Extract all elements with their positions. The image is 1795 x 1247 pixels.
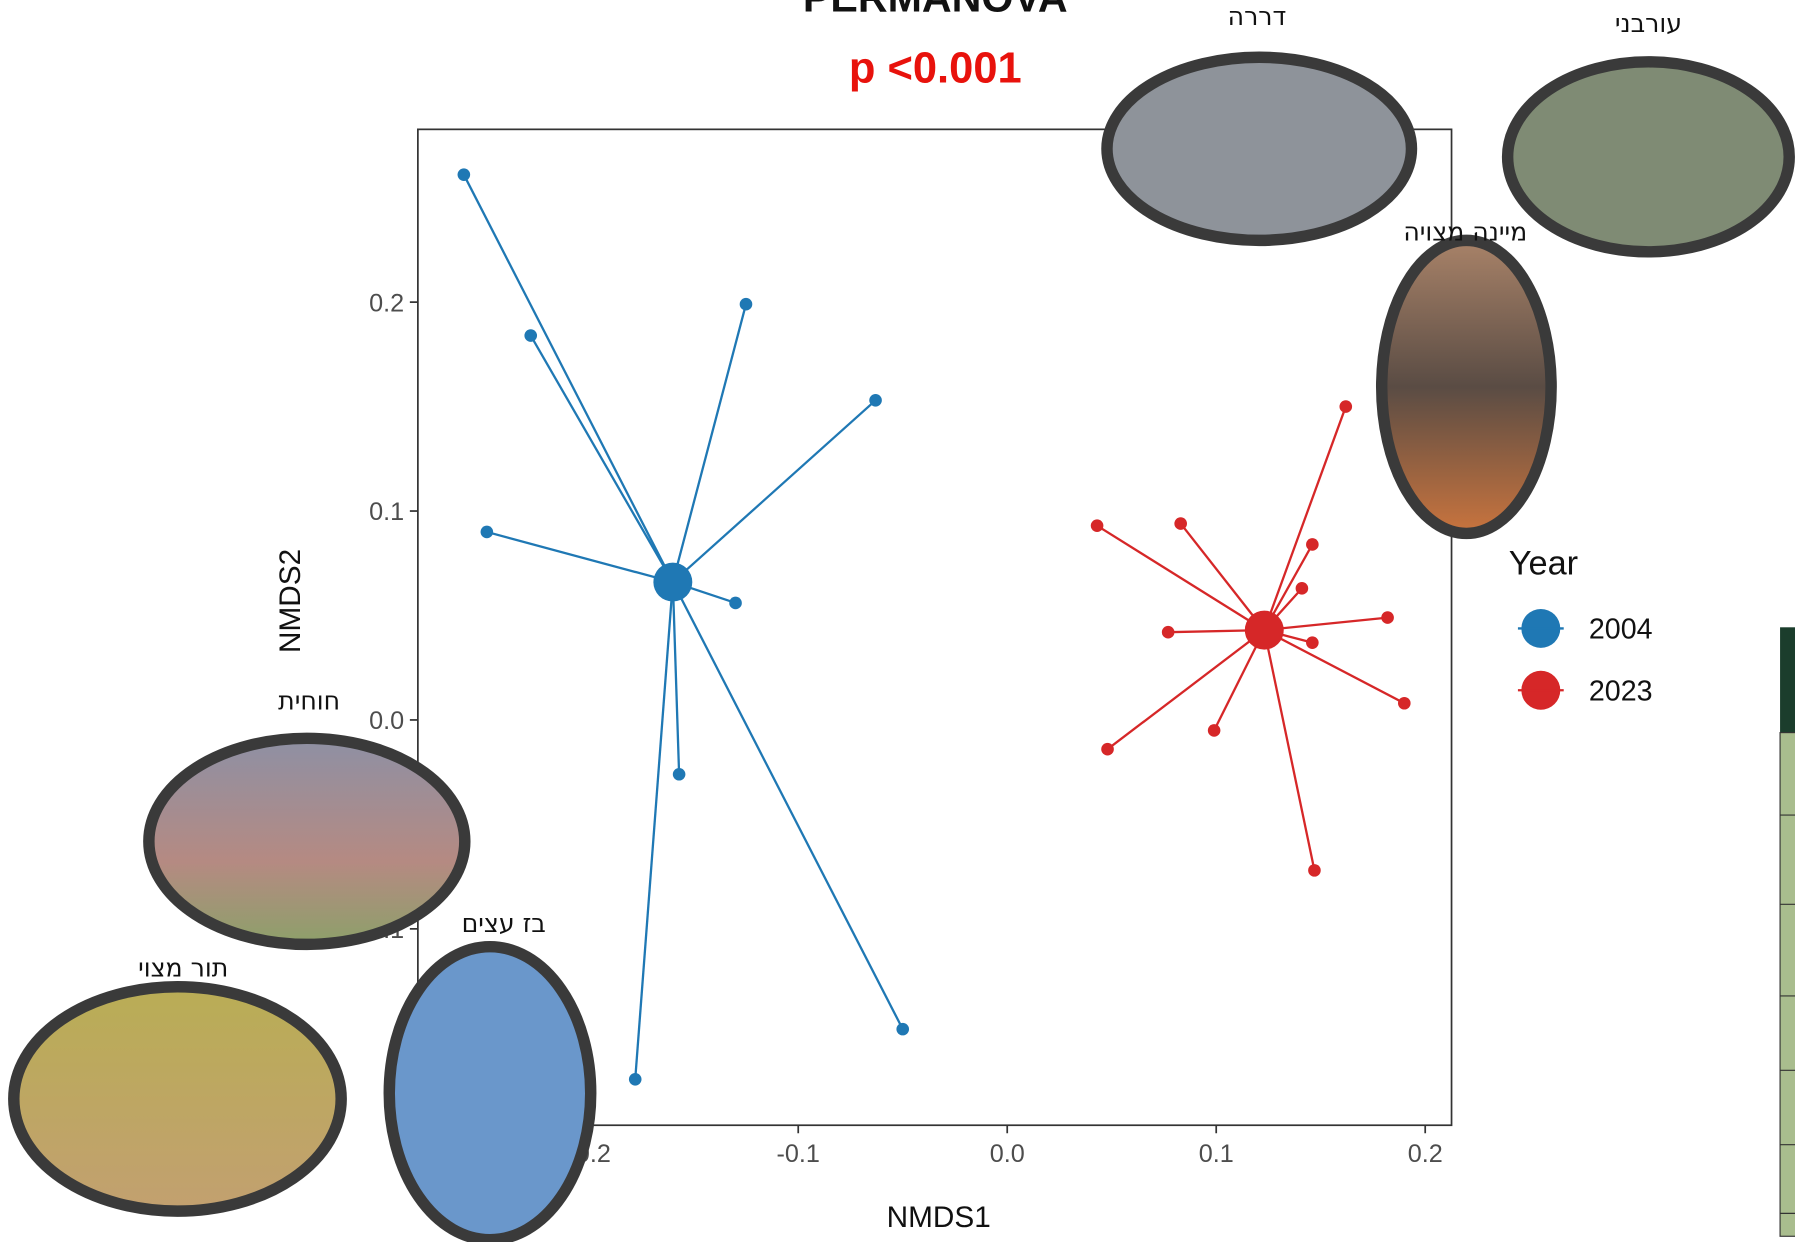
spider-line <box>1263 629 1405 705</box>
photo-jay <box>1501 56 1795 258</box>
photos <box>8 51 1795 1246</box>
spider-line <box>671 582 681 775</box>
point <box>1306 636 1319 649</box>
point <box>1339 400 1353 413</box>
table-body <box>1779 732 1795 1237</box>
bird-label: מיינה מצויה <box>1403 217 1527 246</box>
legend-title: Year <box>1509 545 1578 583</box>
y-tick-label: 0.1 <box>369 498 404 526</box>
spider-line <box>529 334 674 583</box>
y-axis-title: NMDS2 <box>274 549 307 653</box>
y-tick-label: 0.2 <box>369 289 404 317</box>
spider-line <box>1096 524 1265 632</box>
x-axis-title: NMDS1 <box>887 1201 991 1234</box>
photo-parakeet <box>1101 51 1418 247</box>
point <box>1306 538 1319 551</box>
y-tick-label: 0.0 <box>369 707 404 735</box>
legend: 2004 2023 <box>1517 608 1653 710</box>
point <box>1381 611 1394 624</box>
spider-line <box>1263 406 1347 631</box>
point <box>739 297 753 311</box>
x-tick-label: 0.1 <box>1199 1140 1234 1168</box>
chart-subtitle: p <0.001 <box>849 44 1022 92</box>
point <box>1207 724 1221 737</box>
point <box>1398 696 1411 710</box>
legend-label: 2004 <box>1589 614 1653 646</box>
bird-label: דררה <box>1228 2 1287 31</box>
photo-dove <box>8 981 347 1217</box>
table-header <box>1780 627 1795 733</box>
point <box>1295 582 1309 595</box>
spider-line <box>1264 616 1388 632</box>
point <box>729 596 742 610</box>
point <box>1090 519 1104 532</box>
spider-line <box>634 581 674 1080</box>
point <box>1174 517 1187 530</box>
spider-line <box>462 174 674 583</box>
bird-label: תור מצוי <box>138 953 228 982</box>
table-fragment <box>1779 627 1795 1237</box>
bird-label: עורבני <box>1615 9 1682 38</box>
legend-label: 2023 <box>1589 676 1653 708</box>
centroid <box>653 562 693 602</box>
spider-line <box>1106 629 1265 751</box>
spider-line <box>671 303 748 583</box>
point <box>1308 864 1321 877</box>
centroid <box>1244 610 1284 650</box>
x-tick-label: 0.2 <box>1408 1140 1443 1168</box>
bird-label: חוחית <box>278 687 340 716</box>
x-tick-label: 0.0 <box>990 1140 1025 1168</box>
spider-line <box>671 581 904 1030</box>
spider-line <box>1179 522 1266 631</box>
point <box>1101 742 1114 756</box>
point <box>480 525 494 539</box>
photo-myna <box>1375 234 1557 540</box>
spider-line <box>672 399 877 583</box>
point <box>524 329 538 342</box>
point <box>1161 625 1175 639</box>
point <box>896 1022 910 1036</box>
plot-frame <box>417 128 1453 1127</box>
x-tick-label: -0.1 <box>777 1140 820 1168</box>
chart-title: PERMANOVA <box>803 0 1068 20</box>
photo-falcon <box>383 940 597 1246</box>
point <box>869 394 882 407</box>
spider-line <box>1263 629 1316 871</box>
point <box>457 168 471 181</box>
spider-line <box>486 530 674 584</box>
photo-goldfinch <box>143 732 471 951</box>
point <box>628 1072 642 1086</box>
bird-label: בז עצים <box>462 909 546 938</box>
point <box>672 767 686 781</box>
